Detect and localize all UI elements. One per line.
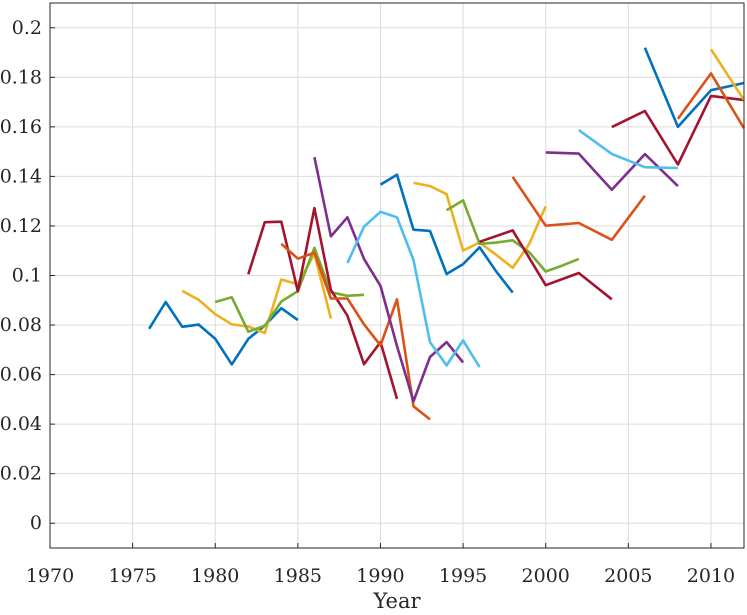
x-axis-label: Year — [372, 589, 421, 613]
x-tick-label: 1970 — [26, 565, 74, 587]
series-line-18 — [676, 72, 746, 129]
series-line-1 — [147, 300, 299, 366]
x-tick-label: 2005 — [604, 565, 652, 587]
series-line-17 — [709, 48, 746, 101]
series-group — [147, 47, 746, 421]
series-line-7 — [346, 210, 481, 368]
series-line-8 — [379, 173, 514, 294]
y-tick-label: 0.04 — [0, 413, 42, 435]
x-tick-label: 2000 — [522, 565, 570, 587]
series-line-16 — [643, 47, 745, 129]
y-tick-label: 0.14 — [0, 165, 42, 187]
x-tick-label: 1995 — [439, 565, 487, 587]
series-line-6 — [313, 156, 465, 403]
y-tick-label: 0.12 — [0, 215, 42, 237]
x-tick-label: 1990 — [356, 565, 404, 587]
y-tick-label: 0.1 — [12, 265, 42, 287]
series-line-3 — [214, 246, 365, 334]
series-line-12 — [511, 176, 646, 242]
y-tick-label: 0.2 — [12, 17, 42, 39]
tick-labels: 1970 1975 1980 1985 1990 1995 2000 2005 2010 0 0.0… — [0, 17, 735, 587]
x-tick-label: 1975 — [108, 565, 156, 587]
series-line-14 — [578, 129, 678, 170]
y-tick-label: 0 — [30, 512, 42, 534]
series-line-5 — [280, 242, 431, 421]
series-line-4 — [247, 206, 399, 400]
y-tick-label: 0.08 — [0, 314, 42, 336]
y-tick-label: 0.02 — [0, 463, 42, 485]
y-tick-label: 0.06 — [0, 364, 42, 386]
series-line-13 — [545, 151, 679, 192]
y-tick-label: 0.18 — [0, 66, 42, 88]
grid — [49, 3, 744, 548]
x-tick-label: 1980 — [191, 565, 239, 587]
x-tick-label: 1985 — [274, 565, 322, 587]
series-line-15 — [611, 94, 745, 166]
series-line-11 — [479, 229, 613, 301]
x-tick-label: 2010 — [687, 565, 735, 587]
y-tick-label: 0.16 — [0, 116, 42, 138]
series-line-10 — [445, 199, 580, 273]
